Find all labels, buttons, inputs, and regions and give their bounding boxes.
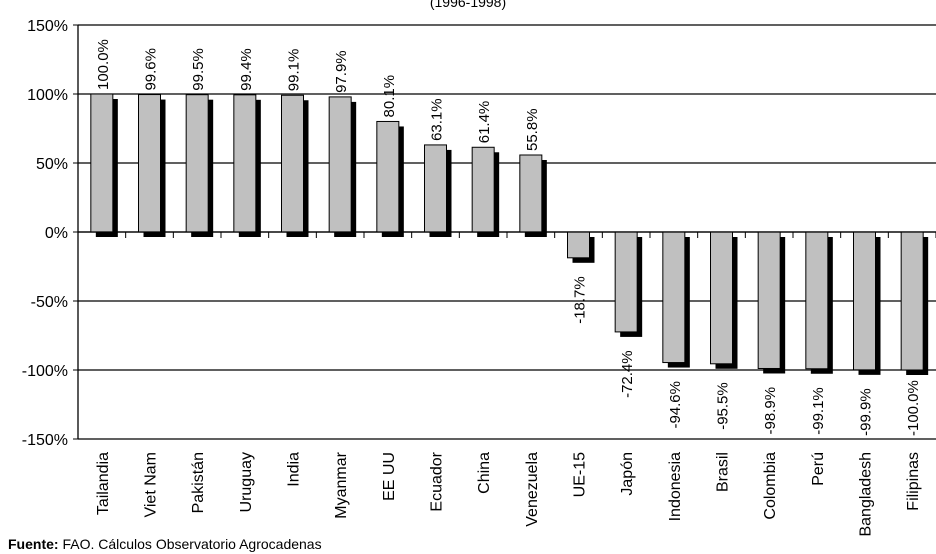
y-axis: 150% 100% 50% 0% -50% -100% -150% <box>22 18 79 449</box>
category-label: Viet Nam <box>143 452 160 518</box>
category-label: China <box>476 452 493 494</box>
category-label: Venezuela <box>524 452 541 527</box>
data-labels: 100.0% 99.6% 99.5% 99.4% 99.1% 97.9% 80.1% 63.1… <box>95 39 922 436</box>
bar <box>376 120 400 233</box>
data-label: -94.6% <box>667 381 684 429</box>
data-label: -18.7% <box>572 276 589 324</box>
source-text: FAO. Cálculos Observatorio Agrocadenas <box>62 536 322 552</box>
y-tick-label: -50% <box>31 294 68 311</box>
data-label: 55.8% <box>524 108 541 151</box>
bar <box>424 144 447 233</box>
bar <box>757 231 781 369</box>
chart-subtitle: (1996-1998) <box>429 0 507 10</box>
category-label: UE-15 <box>572 452 589 497</box>
bar <box>614 231 638 333</box>
data-label: -99.9% <box>858 388 875 436</box>
bar <box>805 231 829 370</box>
y-tick-label: -100% <box>22 363 68 380</box>
category-label: India <box>286 452 303 487</box>
category-label: Bangladesh <box>858 452 875 537</box>
category-label: Perú <box>810 452 827 486</box>
data-label: 63.1% <box>429 98 446 141</box>
data-label: 99.1% <box>286 49 303 92</box>
data-label: 99.6% <box>143 48 160 91</box>
category-label: Uruguay <box>238 452 255 512</box>
bar <box>233 94 257 233</box>
data-label: 100.0% <box>95 39 112 90</box>
bar <box>185 94 209 233</box>
category-label: Tailandia <box>95 452 112 515</box>
category-label: Myanmar <box>333 451 350 518</box>
category-label: Ecuador <box>429 451 446 511</box>
category-label: Pakistán <box>190 452 207 513</box>
y-tick-label: 150% <box>27 18 68 35</box>
data-label: 99.4% <box>238 48 255 91</box>
bar <box>90 93 114 233</box>
y-tick-label: 100% <box>27 87 68 104</box>
bar <box>471 146 495 233</box>
bar <box>853 231 876 371</box>
bar <box>138 94 161 233</box>
bar <box>328 96 352 233</box>
source-note: Fuente: FAO. Cálculos Observatorio Agroc… <box>8 536 322 552</box>
data-label: -98.9% <box>762 387 779 435</box>
bar <box>710 231 733 365</box>
bar <box>567 231 590 259</box>
x-axis: Tailandia Viet Nam Pakistán Uruguay India Mya… <box>77 231 936 537</box>
y-tick-label: -150% <box>22 432 68 449</box>
data-label: -72.4% <box>619 350 636 398</box>
data-label: 61.4% <box>476 101 493 144</box>
bars <box>90 93 929 375</box>
bar <box>281 94 304 233</box>
bar <box>519 154 543 233</box>
data-label: 97.9% <box>333 50 350 93</box>
data-label: -100.0% <box>905 380 922 436</box>
data-label: -99.1% <box>810 387 827 435</box>
y-tick-label: 50% <box>36 156 68 173</box>
source-label: Fuente: <box>8 536 59 552</box>
category-label: EE UU <box>381 452 398 501</box>
category-label: Brasil <box>715 452 732 492</box>
y-tick-label: 0% <box>45 225 68 242</box>
category-label: Colombia <box>762 452 779 520</box>
category-label: Filipinas <box>905 452 922 511</box>
category-label: Japón <box>619 452 636 496</box>
category-label: Indonesia <box>667 452 684 521</box>
data-label: 80.1% <box>381 75 398 118</box>
data-label: 99.5% <box>190 48 207 91</box>
data-label: -95.5% <box>715 382 732 430</box>
bar <box>900 231 924 371</box>
bar <box>662 231 686 364</box>
